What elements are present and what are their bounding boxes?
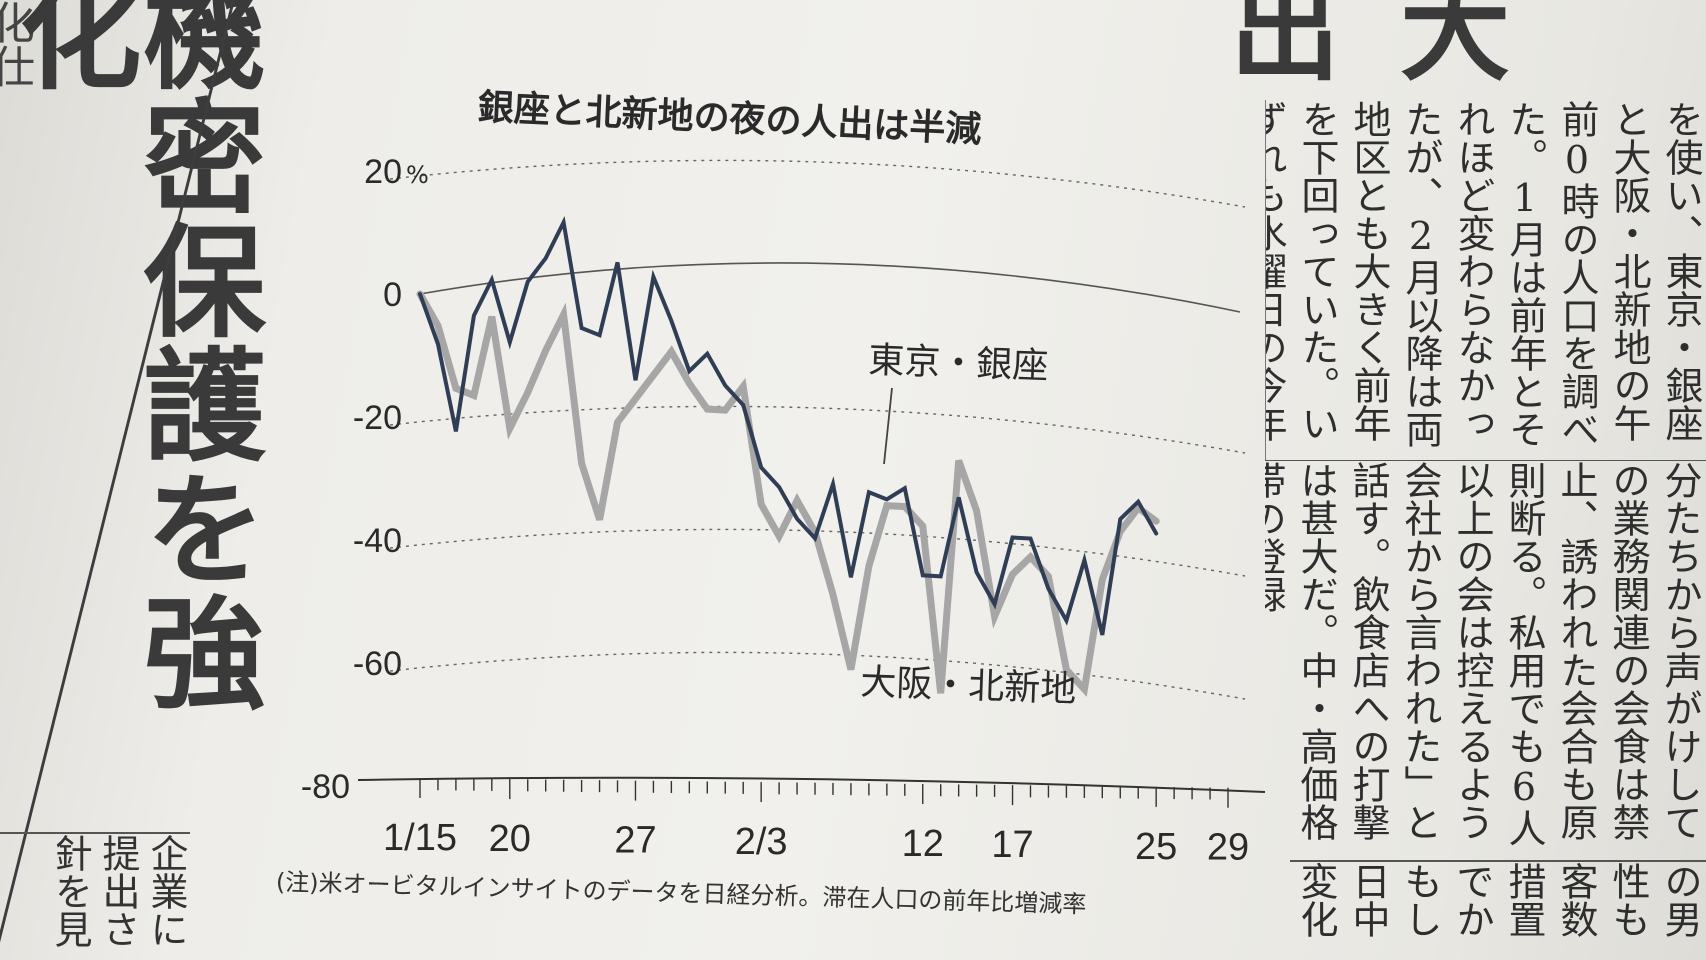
x-tick-label: 12 xyxy=(902,823,944,865)
zero-baseline xyxy=(419,262,1241,313)
x-axis-line xyxy=(357,776,1266,793)
left-bottom-article: 企業に提出さ針を見 xyxy=(0,832,190,960)
gridline xyxy=(389,159,1246,208)
y-unit-label: % xyxy=(406,161,429,189)
x-tick-label: 17 xyxy=(991,824,1033,866)
chart-plot-area: 20 % 0 -20 -40 -60 -80 1/15 20 27 2/3 12 17 25 29 東京・銀座… xyxy=(301,153,1266,869)
article-headline: 機密保護を強化 xyxy=(0,0,265,714)
headline-fragment: 化仕 xyxy=(0,0,34,88)
x-tick-label: 29 xyxy=(1207,827,1249,869)
series-label-leader xyxy=(883,387,893,465)
top-right-headline: 出大 xyxy=(1230,0,1570,96)
x-tick-label: 27 xyxy=(614,820,656,862)
article-body-bottom: の男性も客数措置でかもし日中変化し新型 xyxy=(1290,860,1706,960)
y-tick-label: 20 xyxy=(364,153,402,191)
y-tick-label: -20 xyxy=(353,399,402,437)
x-tick-label: 25 xyxy=(1135,826,1177,868)
y-tick-label: -60 xyxy=(353,645,402,683)
series-label-kitashinchi: 大阪・北新地 xyxy=(860,662,1077,711)
series-label-ginza: 東京・銀座 xyxy=(868,340,1049,387)
x-tick-label: 1/15 xyxy=(383,817,457,859)
y-tick-label: 0 xyxy=(383,276,402,314)
y-tick-label: -40 xyxy=(353,522,402,560)
series-line-ginza xyxy=(418,216,1159,636)
article-body-upper: を使い、東京・銀座と大阪・北新地の午前0時の人口を調べた。1月は前年とそれほど変… xyxy=(1265,100,1706,460)
series-line-kitashinchi xyxy=(416,290,1160,697)
article-body-lower: 分たちから声がけしての業務関連の会食は禁止、誘われた会合も原則断る。私用でも6人… xyxy=(1265,460,1706,851)
x-tick-label: 2/3 xyxy=(735,821,788,863)
y-tick-label: -80 xyxy=(301,768,350,806)
x-tick-label: 20 xyxy=(489,818,531,860)
gridline xyxy=(389,651,1246,700)
